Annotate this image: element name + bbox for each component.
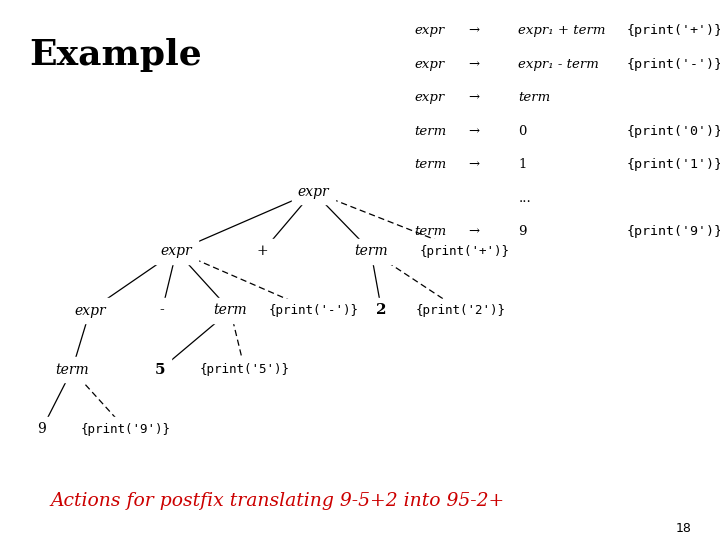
Text: Example: Example	[29, 38, 202, 72]
Text: +: +	[257, 244, 269, 258]
Text: {print('-')}: {print('-')}	[268, 304, 359, 317]
Text: expr₁ + term: expr₁ + term	[518, 24, 606, 37]
Text: 0: 0	[518, 125, 527, 138]
Text: {print('-')}: {print('-')}	[626, 58, 720, 71]
Text: {print('+')}: {print('+')}	[626, 24, 720, 37]
Text: →: →	[468, 58, 479, 71]
Text: ...: ...	[518, 192, 531, 205]
Text: term: term	[214, 303, 247, 318]
Text: {print('2')}: {print('2')}	[416, 304, 505, 317]
Text: →: →	[468, 225, 479, 238]
Text: 9: 9	[37, 422, 46, 436]
Text: {print('0')}: {print('0')}	[626, 125, 720, 138]
Text: term: term	[354, 244, 387, 258]
Text: expr: expr	[297, 185, 329, 199]
Text: expr₁ - term: expr₁ - term	[518, 58, 599, 71]
Text: term: term	[55, 363, 89, 377]
Text: {print('5')}: {print('5')}	[200, 363, 289, 376]
Text: term: term	[518, 91, 551, 104]
Text: expr: expr	[161, 244, 192, 258]
Text: →: →	[468, 158, 479, 171]
Text: term: term	[414, 158, 446, 171]
Text: -: -	[160, 303, 164, 318]
Text: expr: expr	[414, 91, 444, 104]
Text: Actions for postfix translating 9-5+2 into 95-2+: Actions for postfix translating 9-5+2 in…	[50, 492, 505, 510]
Text: 5: 5	[155, 363, 165, 377]
Text: 18: 18	[675, 522, 691, 535]
Text: expr: expr	[414, 24, 444, 37]
Text: {print('9')}: {print('9')}	[81, 423, 171, 436]
Text: 9: 9	[518, 225, 527, 238]
Text: 1: 1	[518, 158, 527, 171]
Text: expr: expr	[414, 58, 444, 71]
Text: {print('9')}: {print('9')}	[626, 225, 720, 238]
Text: {print('+')}: {print('+')}	[419, 245, 510, 258]
Text: {print('1')}: {print('1')}	[626, 158, 720, 171]
Text: expr: expr	[74, 303, 106, 318]
Text: →: →	[468, 24, 479, 37]
Text: →: →	[468, 125, 479, 138]
Text: term: term	[414, 225, 446, 238]
Text: term: term	[414, 125, 446, 138]
Text: →: →	[468, 91, 479, 104]
Text: 2: 2	[377, 303, 387, 318]
